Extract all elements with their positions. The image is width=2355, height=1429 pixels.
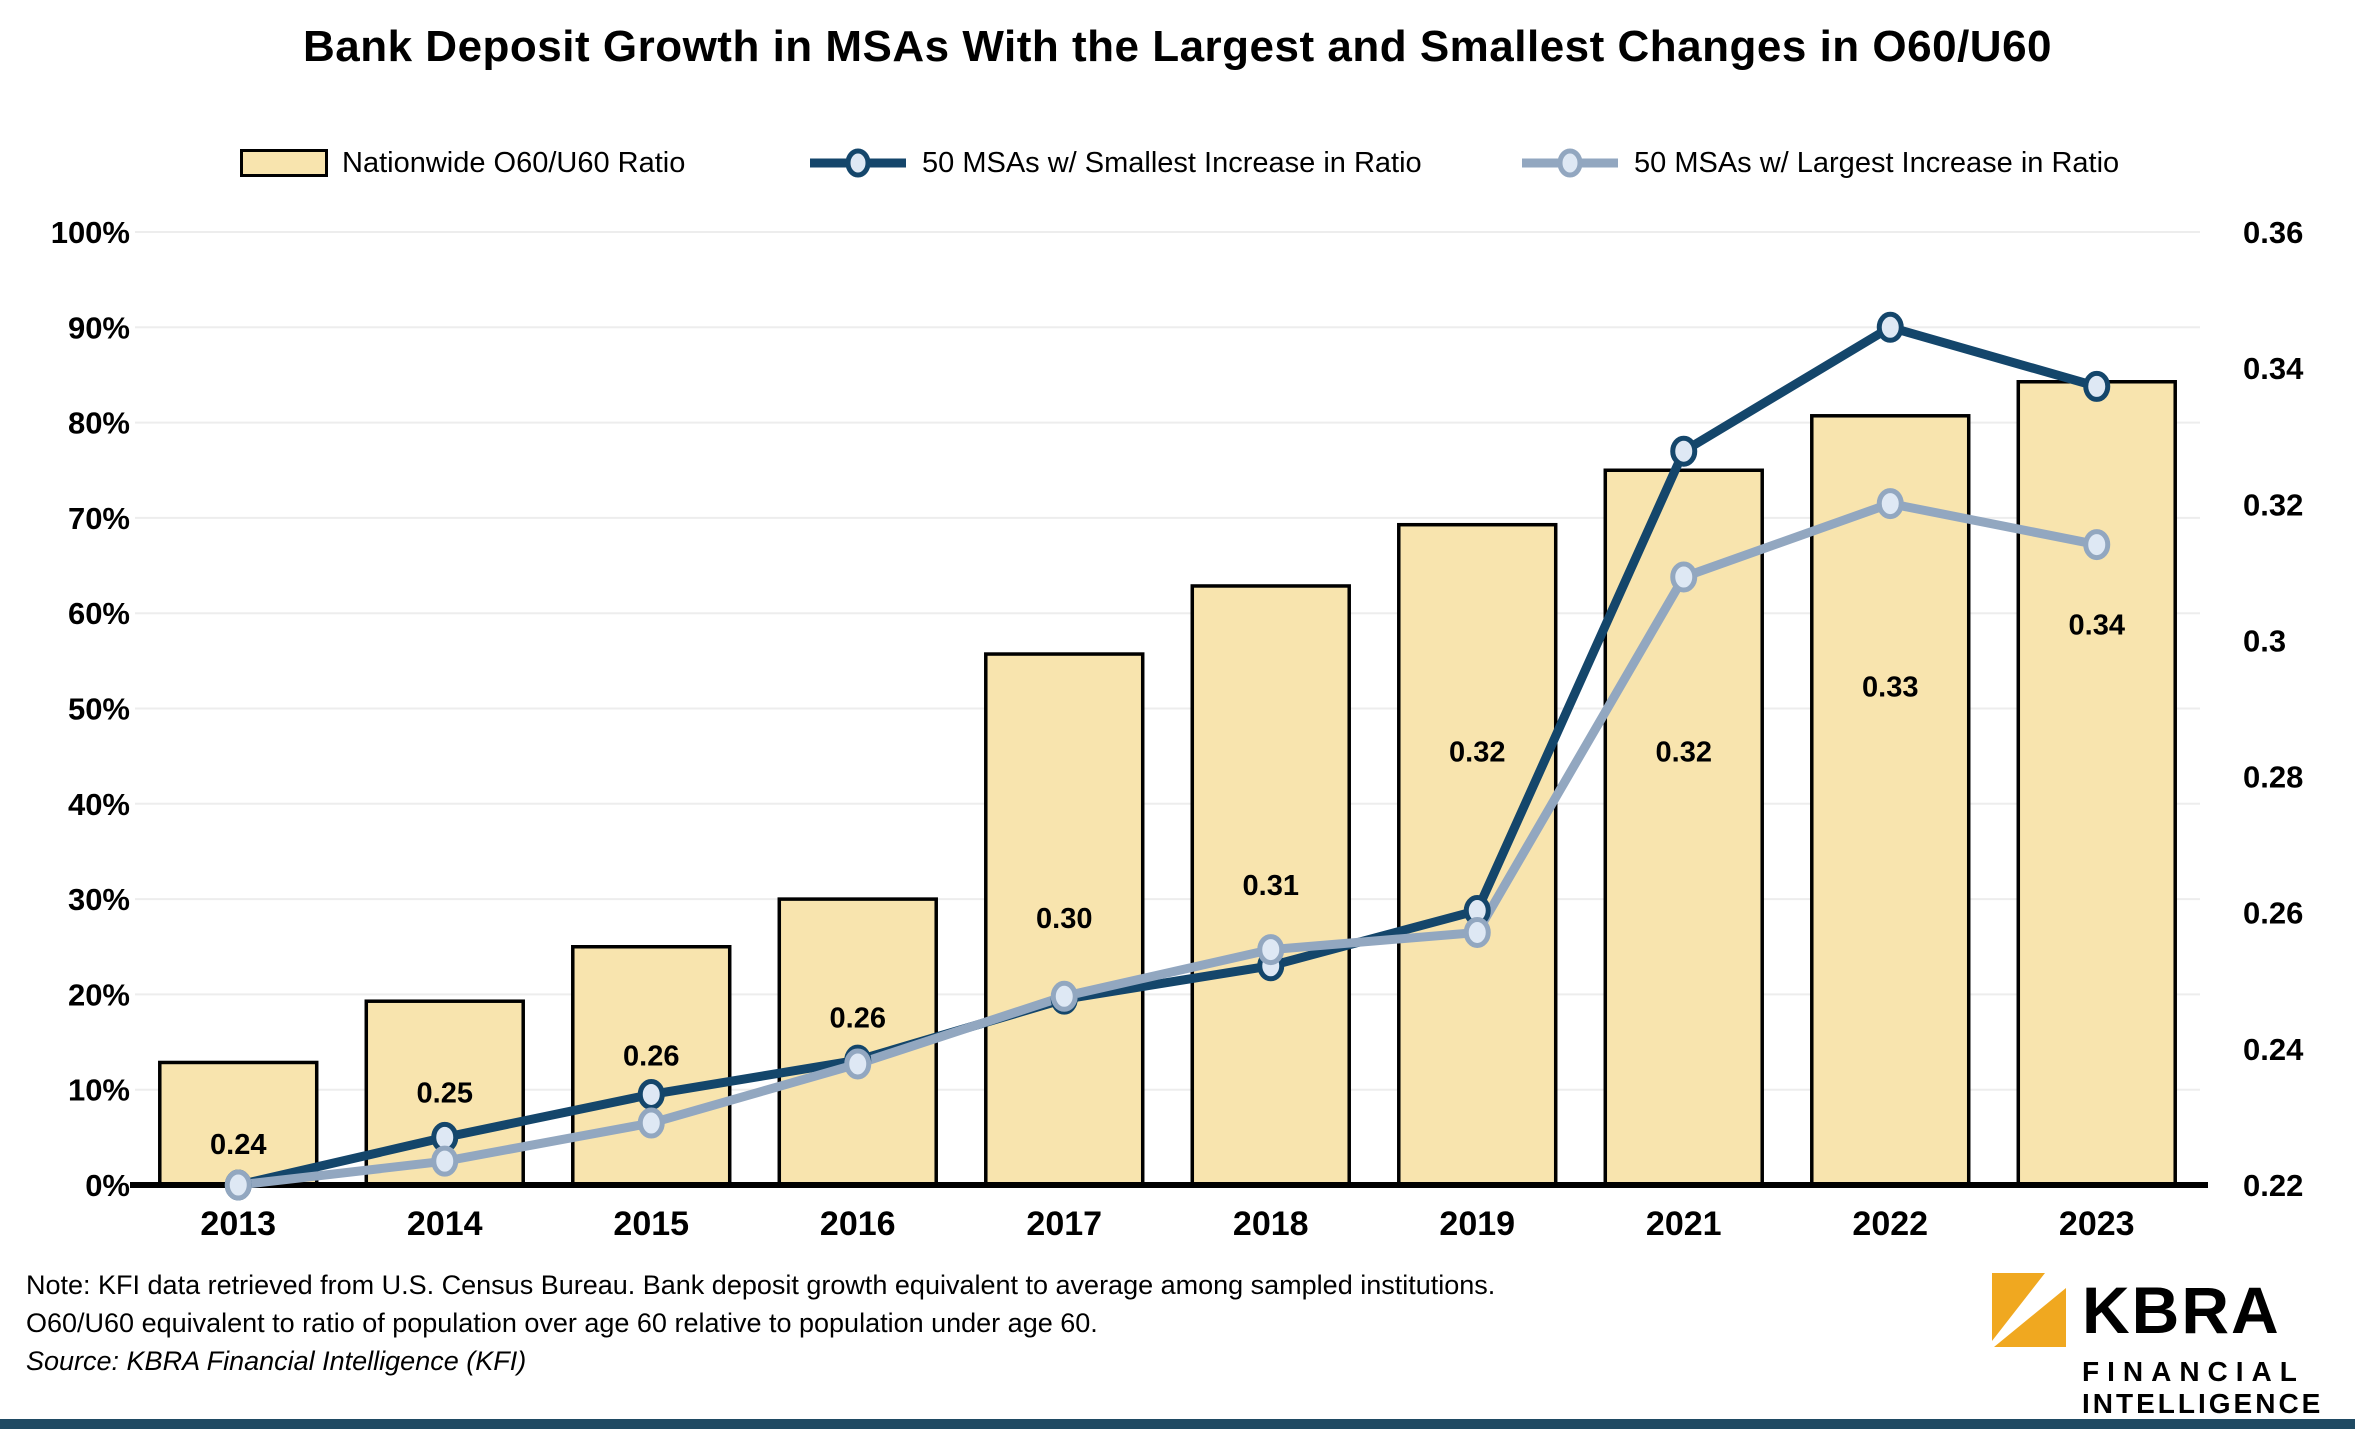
footnote: Note: KFI data retrieved from U.S. Censu… (26, 1266, 1495, 1380)
legend-item-largest-increase: 50 MSAs w/ Largest Increase in Ratio (1520, 143, 2119, 183)
footnote-line-2: O60/U60 equivalent to ratio of populatio… (26, 1308, 1098, 1338)
bar-label-2014: 0.25 (417, 1078, 473, 1110)
marker-s0-2023 (2083, 370, 2111, 402)
right-tick-0.36: 0.36 (2243, 215, 2303, 250)
left-tick-0: 0% (85, 1168, 130, 1203)
left-tick-20: 20% (68, 977, 130, 1012)
bar-2017 (984, 652, 1145, 1187)
marker-s1-2013 (224, 1169, 252, 1201)
logo-intelligence-text: INTELLIGENCE (2082, 1388, 2324, 1419)
right-tick-0.34: 0.34 (2243, 351, 2304, 386)
marker-s0-2015 (637, 1078, 665, 1110)
bar-label-2015: 0.26 (623, 1040, 679, 1072)
bar-label-2022: 0.33 (1862, 672, 1918, 704)
left-tick-70: 70% (68, 501, 130, 536)
logo-financial-text: FINANCIAL (2082, 1356, 2305, 1387)
legend-item-nationwide-ratio: Nationwide O60/U60 Ratio (240, 143, 685, 183)
right-tick-0.28: 0.28 (2243, 760, 2303, 795)
kbra-wordmark: KBRA (2082, 1273, 2281, 1347)
x-label-2016: 2016 (820, 1205, 896, 1243)
bar-2019 (1397, 522, 1558, 1187)
left-tick-100: 100% (51, 215, 130, 250)
legend-bar-swatch (240, 149, 328, 177)
marker-s1-2015 (637, 1107, 665, 1139)
line-series-1 (233, 499, 2102, 1190)
bar-2013 (158, 1060, 319, 1187)
kbra-logo-mark-icon (1992, 1273, 2066, 1347)
bar-2015 (571, 945, 732, 1187)
bar-label-2013: 0.24 (210, 1129, 266, 1161)
left-tick-60: 60% (68, 596, 130, 631)
bar-label-2016: 0.26 (830, 1002, 886, 1034)
bar-2022 (1810, 414, 1971, 1187)
marker-s1-2017 (1050, 980, 1078, 1012)
right-tick-0.3: 0.3 (2243, 623, 2286, 658)
left-tick-40: 40% (68, 787, 130, 822)
legend-item-smallest-increase: 50 MSAs w/ Smallest Increase in Ratio (808, 143, 1422, 183)
x-label-2023: 2023 (2059, 1205, 2135, 1243)
legend-line-swatch-largest (1522, 148, 1618, 178)
x-label-2022: 2022 (1852, 1205, 1928, 1243)
marker-s1-2019 (1463, 916, 1491, 948)
bar-label-2018: 0.31 (1243, 870, 1299, 902)
footnote-line-1: Note: KFI data retrieved from U.S. Censu… (26, 1270, 1496, 1300)
marker-s1-2022 (1876, 488, 1904, 520)
bar-label-2023: 0.34 (2069, 610, 2125, 642)
right-tick-0.24: 0.24 (2243, 1032, 2304, 1067)
logo-mark-top-triangle (1992, 1273, 2045, 1341)
x-label-2019: 2019 (1439, 1205, 1515, 1243)
logo-mark-bottom-triangle (1994, 1288, 2066, 1347)
x-label-2017: 2017 (1026, 1205, 1102, 1243)
kbra-logo: KBRA FINANCIAL INTELLIGENCE (1992, 1272, 2337, 1420)
x-label-2014: 2014 (407, 1205, 483, 1243)
left-tick-50: 50% (68, 692, 130, 727)
legend-label: Nationwide O60/U60 Ratio (342, 146, 686, 179)
bar-label-2019: 0.32 (1449, 736, 1505, 768)
line-series-0 (233, 322, 2102, 1190)
bar-2023 (2016, 380, 2177, 1187)
right-tick-0.22: 0.22 (2243, 1168, 2303, 1203)
marker-s1-2021 (1670, 561, 1698, 593)
left-tick-80: 80% (68, 406, 130, 441)
left-tick-90: 90% (68, 310, 130, 345)
x-label-2018: 2018 (1233, 1205, 1309, 1243)
right-tick-0.32: 0.32 (2243, 487, 2303, 522)
x-label-2021: 2021 (1646, 1205, 1722, 1243)
x-label-2013: 2013 (200, 1205, 276, 1243)
footer-accent-bar (0, 1419, 2355, 1429)
marker-s1-2018 (1257, 934, 1285, 966)
marker-s1-2016 (844, 1048, 872, 1080)
bar-2018 (1190, 584, 1351, 1187)
source-line: Source: KBRA Financial Intelligence (KFI… (26, 1346, 527, 1376)
legend-label: 50 MSAs w/ Smallest Increase in Ratio (922, 146, 1422, 179)
x-label-2015: 2015 (613, 1205, 689, 1243)
legend: Nationwide O60/U60 Ratio 50 MSAs w/ Smal… (0, 143, 2355, 183)
marker-s0-2022 (1876, 311, 1904, 343)
legend-label: 50 MSAs w/ Largest Increase in Ratio (1634, 146, 2120, 179)
marker-s1-2014 (431, 1145, 459, 1177)
left-tick-10: 10% (68, 1073, 130, 1108)
bar-label-2021: 0.32 (1656, 736, 1712, 768)
bar-label-2017: 0.30 (1036, 903, 1092, 935)
marker-s1-2023 (2083, 529, 2111, 561)
chart-title: Bank Deposit Growth in MSAs With the Lar… (302, 22, 2053, 71)
marker-s0-2021 (1670, 435, 1698, 467)
right-tick-0.26: 0.26 (2243, 896, 2303, 931)
left-tick-30: 30% (68, 882, 130, 917)
legend-line-swatch-smallest (810, 148, 906, 178)
